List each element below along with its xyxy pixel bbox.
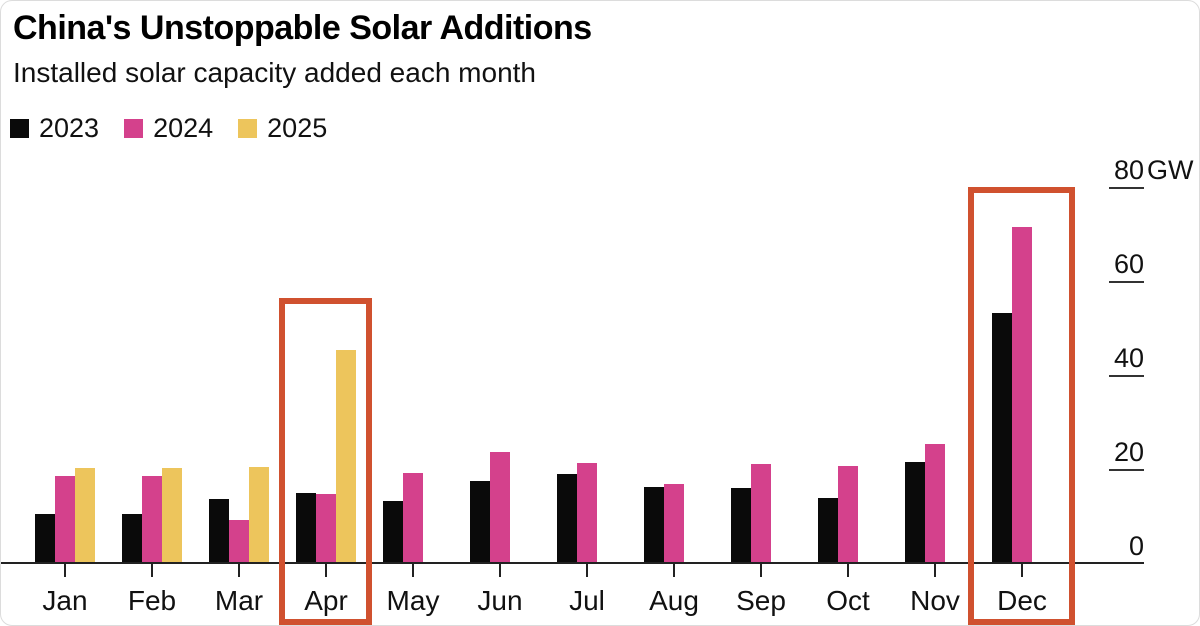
- y-label-40: 40: [1113, 343, 1144, 373]
- chart-title: China's Unstoppable Solar Additions: [13, 9, 592, 47]
- highlight-box-dec: [968, 187, 1075, 625]
- bar-dec-2023: [992, 313, 1012, 562]
- bar-mar-2025: [249, 467, 269, 562]
- y-label-60: 60: [1113, 249, 1144, 279]
- bar-nov-2023: [905, 462, 925, 562]
- legend: 2023 2024 2025: [10, 113, 327, 144]
- chart-subtitle: Installed solar capacity added each mont…: [13, 57, 536, 88]
- legend-item-2023: 2023: [10, 113, 99, 144]
- legend-swatch-2025: [238, 119, 258, 138]
- x-label-sep: Sep: [736, 585, 786, 616]
- y-tick-20: [1109, 469, 1144, 471]
- bar-nov-2024: [925, 444, 945, 562]
- y-label-80: 80: [1113, 155, 1144, 185]
- bar-oct-2023: [818, 498, 838, 562]
- x-label-jul: Jul: [569, 585, 605, 616]
- x-label-aug: Aug: [649, 585, 699, 616]
- x-tick-may: [412, 564, 414, 577]
- x-label-mar: Mar: [214, 585, 264, 616]
- bar-jan-2025: [75, 468, 95, 562]
- bar-jul-2023: [557, 474, 577, 562]
- bar-apr-2024: [316, 494, 336, 562]
- bar-may-2023: [383, 501, 403, 562]
- x-tick-jan: [64, 564, 66, 577]
- x-label-apr: Apr: [304, 585, 348, 616]
- bar-feb-2025: [162, 468, 182, 562]
- bar-may-2024: [403, 473, 423, 562]
- highlight-box-apr: [279, 298, 372, 625]
- x-tick-nov: [934, 564, 936, 577]
- x-axis-line: [1, 562, 1144, 564]
- y-label-0: 0: [1128, 531, 1144, 561]
- x-tick-sep: [760, 564, 762, 577]
- legend-label-2023: 2023: [39, 113, 100, 143]
- bar-sep-2023: [731, 488, 751, 562]
- x-tick-jul: [586, 564, 588, 577]
- bar-apr-2025: [336, 350, 356, 562]
- y-axis-unit: GW: [1147, 155, 1194, 185]
- bar-aug-2023: [644, 487, 664, 562]
- x-label-dec: Dec: [997, 585, 1047, 616]
- bar-jan-2023: [35, 514, 55, 562]
- bar-jul-2024: [577, 463, 597, 562]
- legend-label-2024: 2024: [153, 113, 214, 143]
- x-label-may: May: [386, 585, 440, 616]
- y-tick-80: [1109, 187, 1144, 189]
- x-tick-dec: [1021, 564, 1023, 577]
- x-tick-feb: [151, 564, 153, 577]
- x-tick-jun: [499, 564, 501, 577]
- x-tick-aug: [673, 564, 675, 577]
- x-label-jan: Jan: [42, 585, 88, 616]
- bar-apr-2023: [296, 493, 316, 562]
- y-label-20: 20: [1113, 437, 1144, 467]
- bar-mar-2024: [229, 520, 249, 562]
- y-tick-40: [1109, 375, 1144, 377]
- x-label-jun: Jun: [477, 585, 523, 616]
- legend-label-2025: 2025: [267, 113, 328, 143]
- bar-mar-2023: [209, 499, 229, 562]
- bar-feb-2023: [122, 514, 142, 562]
- bar-dec-2024: [1012, 227, 1032, 562]
- x-label-oct: Oct: [826, 585, 870, 616]
- x-tick-oct: [847, 564, 849, 577]
- bar-aug-2024: [664, 484, 684, 562]
- x-label-feb: Feb: [127, 585, 177, 616]
- y-tick-60: [1109, 281, 1144, 283]
- bar-jun-2023: [470, 481, 490, 562]
- bar-jan-2024: [55, 476, 75, 562]
- legend-item-2025: 2025: [238, 113, 327, 144]
- x-label-nov: Nov: [910, 585, 960, 616]
- legend-swatch-2024: [124, 119, 144, 138]
- bar-feb-2024: [142, 476, 162, 562]
- legend-swatch-2023: [10, 119, 29, 138]
- bar-jun-2024: [490, 452, 510, 562]
- legend-item-2024: 2024: [124, 113, 213, 144]
- x-tick-apr: [325, 564, 327, 577]
- bar-sep-2024: [751, 464, 771, 562]
- x-tick-mar: [238, 564, 240, 577]
- bar-oct-2024: [838, 466, 858, 562]
